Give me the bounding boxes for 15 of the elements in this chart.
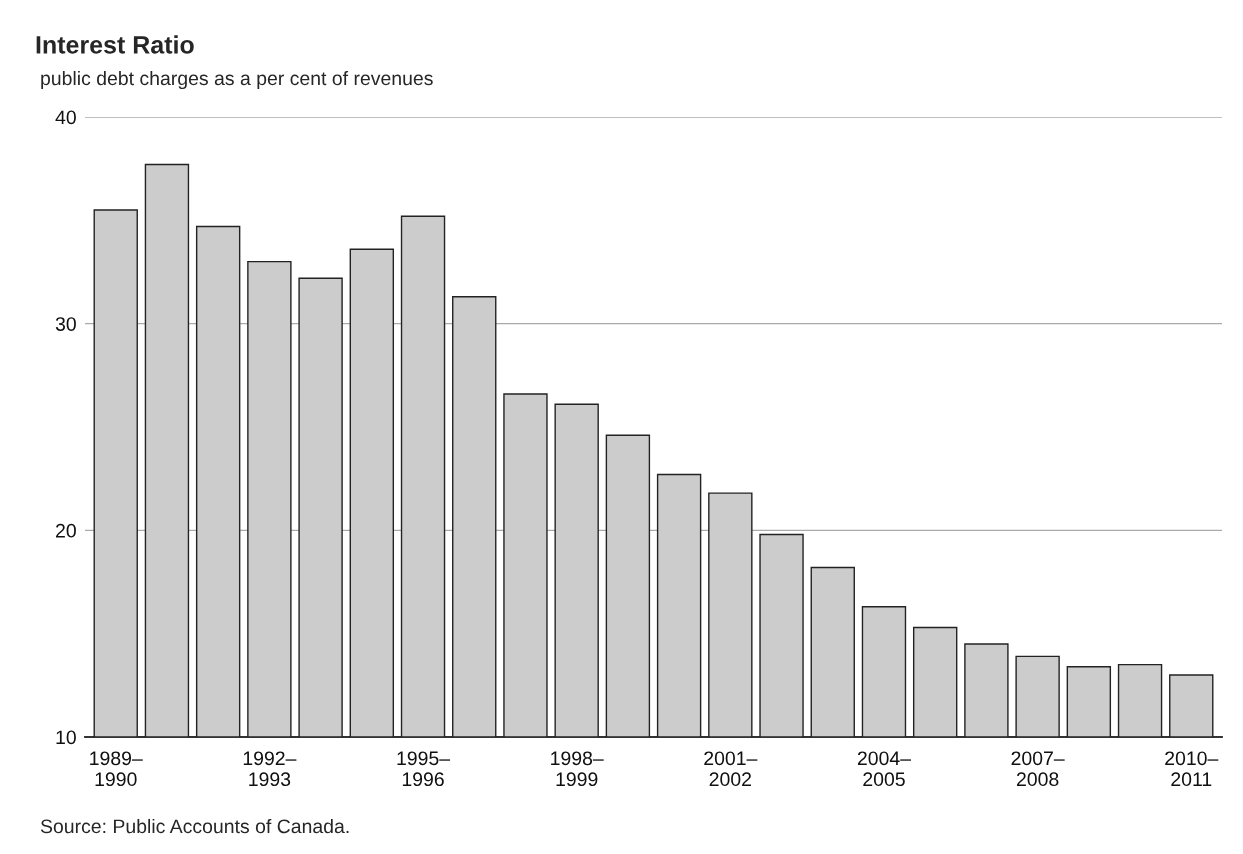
chart-title: Interest Ratio xyxy=(36,35,194,54)
x-tick-label: 1998– 1999 xyxy=(551,751,604,787)
source-note: Source: Public Accounts of Canada. xyxy=(40,818,349,834)
x-tick-label: 2007– 2008 xyxy=(1011,751,1065,787)
y-tick-label: 10 xyxy=(56,730,76,745)
x-tick-label: 2010– 2011 xyxy=(1165,751,1219,787)
x-tick-label: 2004– 2005 xyxy=(857,751,911,787)
chart-subtitle: public debt charges as a per cent of revenues xyxy=(41,70,433,90)
x-tick-label: 1992– 1993 xyxy=(243,751,297,787)
y-tick-label: 30 xyxy=(55,317,76,331)
x-tick-label: 1995– 1996 xyxy=(397,751,451,787)
x-tick-label: 2001– 2002 xyxy=(704,751,758,787)
y-tick-label: 40 xyxy=(55,110,76,125)
y-tick-label: 20 xyxy=(56,523,76,538)
x-tick-label: 1989– 1990 xyxy=(90,751,143,787)
